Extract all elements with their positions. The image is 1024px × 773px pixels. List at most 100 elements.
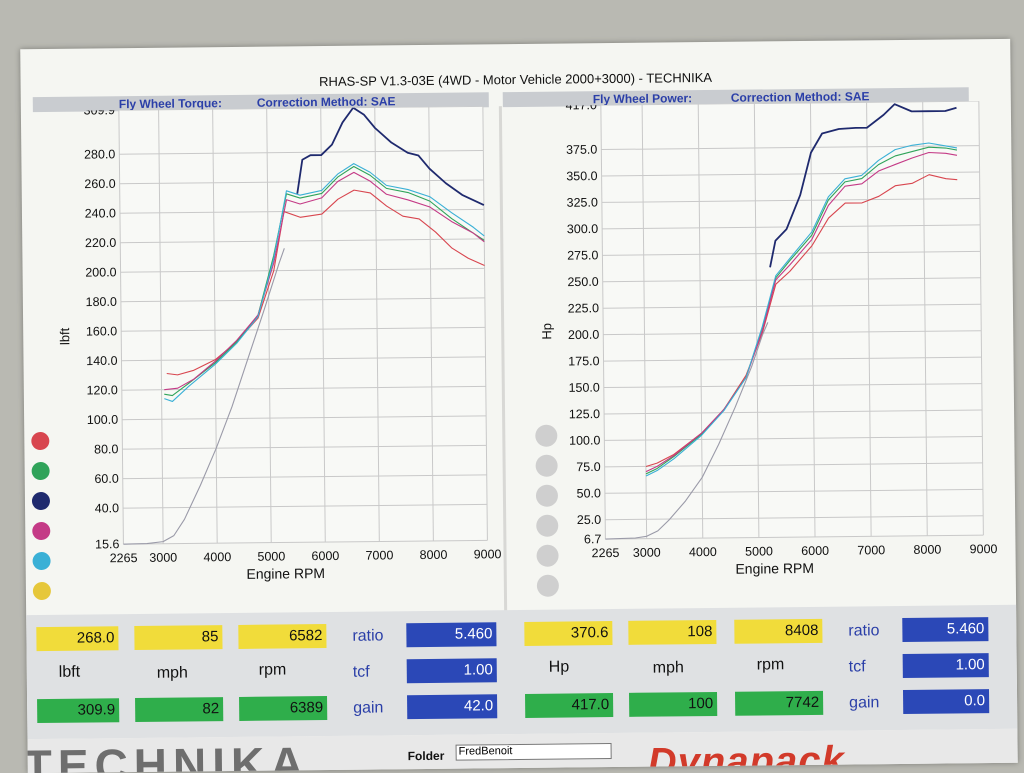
folder-label: Folder — [407, 748, 445, 764]
y-gridline — [120, 297, 485, 303]
left-peak-value-1: 309.9 — [37, 698, 120, 724]
y-tick-label: 80.0 — [94, 442, 119, 456]
x-tick-label: 2265 — [592, 546, 620, 560]
legend-dot-empty[interactable] — [535, 424, 558, 447]
right-param-label-tcf: tcf — [848, 658, 866, 676]
series-line-grey — [605, 322, 769, 540]
legend-dot-cyan[interactable] — [32, 552, 51, 571]
x-gridline — [212, 109, 218, 544]
legend-dot-empty[interactable] — [536, 544, 559, 567]
y-tick-label: 40.0 — [95, 501, 120, 515]
left-unit-1: lbft — [58, 663, 81, 681]
y-gridline — [121, 356, 486, 362]
y-gridline — [603, 356, 982, 362]
x-tick-label: 7000 — [365, 548, 393, 562]
y-gridline — [122, 444, 487, 450]
y-tick-label: 300.0 — [567, 222, 598, 236]
y-gridline — [601, 171, 980, 177]
series-line-navy — [296, 106, 485, 206]
right-param-label-gain: gain — [849, 694, 880, 712]
series-line-green — [164, 165, 485, 397]
right-param-label-ratio: ratio — [848, 622, 880, 640]
y-gridline — [123, 503, 488, 509]
right-param-value-ratio: 5.460 — [902, 617, 989, 642]
right-readout-value-3: 8408 — [734, 618, 823, 644]
legend-dot-red[interactable] — [31, 432, 50, 451]
y-axis-label: Hp — [539, 323, 554, 340]
x-gridline — [641, 104, 648, 539]
y-gridline — [601, 197, 980, 203]
x-gridline — [697, 104, 704, 539]
legend-dot-empty[interactable] — [536, 574, 559, 597]
y-gridline — [603, 330, 982, 336]
x-tick-label: 8000 — [913, 543, 941, 557]
left-param-value-tcf: 1.00 — [406, 658, 497, 684]
y-tick-label: 225.0 — [568, 301, 599, 315]
right-param-value-gain: 0.0 — [902, 689, 990, 714]
y-gridline — [603, 383, 982, 389]
x-tick-label: 9000 — [474, 547, 502, 561]
legend-dot-yellow[interactable] — [32, 582, 51, 601]
legend-dot-magenta[interactable] — [32, 522, 51, 541]
y-gridline — [119, 208, 484, 214]
series-line-cyan — [164, 163, 485, 402]
y-gridline — [123, 539, 488, 545]
x-gridline — [428, 106, 434, 541]
legend-dot-empty[interactable] — [535, 484, 558, 507]
y-axis-label: lbft — [57, 327, 72, 345]
series-line-red — [166, 189, 485, 376]
x-tick-label: 4000 — [203, 550, 231, 564]
y-gridline — [600, 101, 979, 106]
series-line-magenta — [645, 151, 958, 473]
x-tick-label: 4000 — [689, 545, 717, 559]
left-peak-value-2: 82 — [135, 697, 224, 723]
legend-dot-navy[interactable] — [31, 492, 50, 511]
torque-chart-svg: 15.6 40.0 60.0 80.0 100.0 120.0 140.0 160.0 180.… — [31, 106, 502, 601]
technika-logo: TECHNIKA — [23, 737, 310, 773]
y-gridline — [122, 474, 487, 480]
left-unit-3: rpm — [258, 661, 287, 679]
y-tick-label: 75.0 — [576, 460, 601, 474]
x-gridline — [320, 108, 326, 543]
x-gridline — [266, 108, 272, 543]
x-tick-label: 5000 — [257, 549, 285, 563]
y-gridline — [602, 224, 981, 230]
left-param-value-gain: 42.0 — [407, 694, 498, 720]
y-tick-label: 275.0 — [567, 248, 598, 262]
y-tick-label: 50.0 — [577, 486, 602, 500]
x-gridline — [118, 110, 124, 545]
readout-panel: 268.0 85 6582 lbft mph rpm 309.9 82 6389… — [26, 604, 1018, 740]
right-readout-value-2: 108 — [628, 619, 717, 645]
x-tick-label: 7000 — [857, 543, 885, 557]
x-tick-label: 8000 — [420, 548, 448, 562]
x-gridline — [753, 103, 760, 538]
y-tick-label: 220.0 — [85, 236, 116, 250]
right-unit-1: Hp — [548, 658, 570, 676]
plot-area — [118, 106, 488, 545]
left-param-label-ratio: ratio — [352, 627, 384, 645]
right-peak-value-3: 7742 — [735, 690, 824, 716]
legend-dot-empty[interactable] — [536, 514, 559, 537]
y-gridline — [601, 145, 980, 151]
left-param-value-ratio: 5.460 — [406, 622, 497, 648]
y-tick-label: 100.0 — [569, 433, 600, 447]
x-tick-label: 6000 — [801, 544, 829, 558]
y-tick-label: 200.0 — [568, 328, 599, 342]
y-tick-label: 6.7 — [584, 532, 602, 546]
legend-dot-empty[interactable] — [535, 454, 558, 477]
y-tick-label: 309.9 — [84, 106, 115, 117]
series-line-green — [645, 146, 958, 475]
y-gridline — [605, 534, 984, 540]
y-tick-label: 175.0 — [568, 354, 599, 368]
y-gridline — [602, 250, 981, 256]
legend-dot-green[interactable] — [31, 462, 50, 481]
y-tick-label: 120.0 — [86, 383, 117, 397]
y-tick-label: 60.0 — [94, 472, 119, 486]
x-gridline — [866, 102, 872, 537]
right-unit-3: rpm — [756, 656, 785, 674]
y-gridline — [604, 462, 983, 468]
y-tick-label: 350.0 — [566, 169, 597, 183]
y-gridline — [604, 409, 983, 415]
y-tick-label: 417.0 — [566, 101, 597, 112]
y-gridline — [118, 106, 483, 111]
